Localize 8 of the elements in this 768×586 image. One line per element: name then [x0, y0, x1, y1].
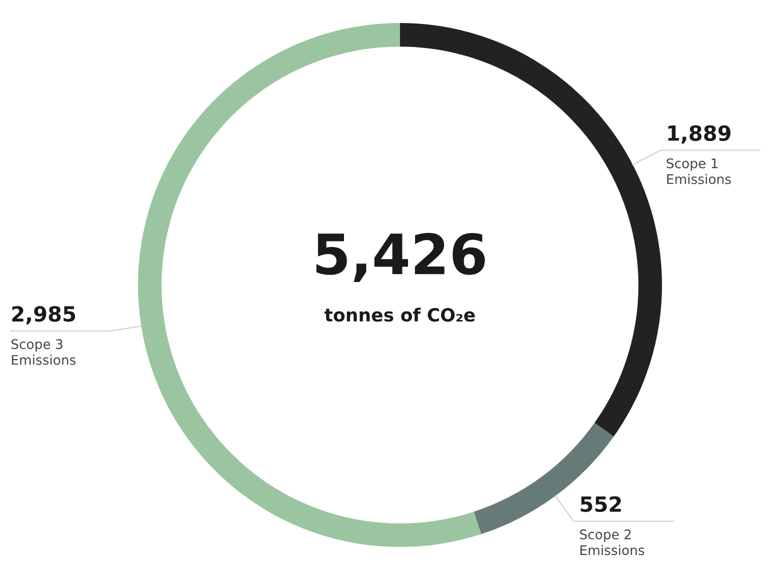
- data-label: 552: [580, 496, 621, 512]
- text: tonnes of CO₂e: [324, 308, 475, 322]
- text: 5,426: [316, 232, 485, 282]
- data-label: 2,985: [12, 306, 76, 324]
- slice-label: Scope 3 Emissions: [12, 339, 76, 365]
- data-label: 1,889: [668, 125, 730, 144]
- slice-label: Scope 2 Emissions: [580, 529, 644, 556]
- slice-label: Scope 1 Emissions: [666, 158, 731, 184]
